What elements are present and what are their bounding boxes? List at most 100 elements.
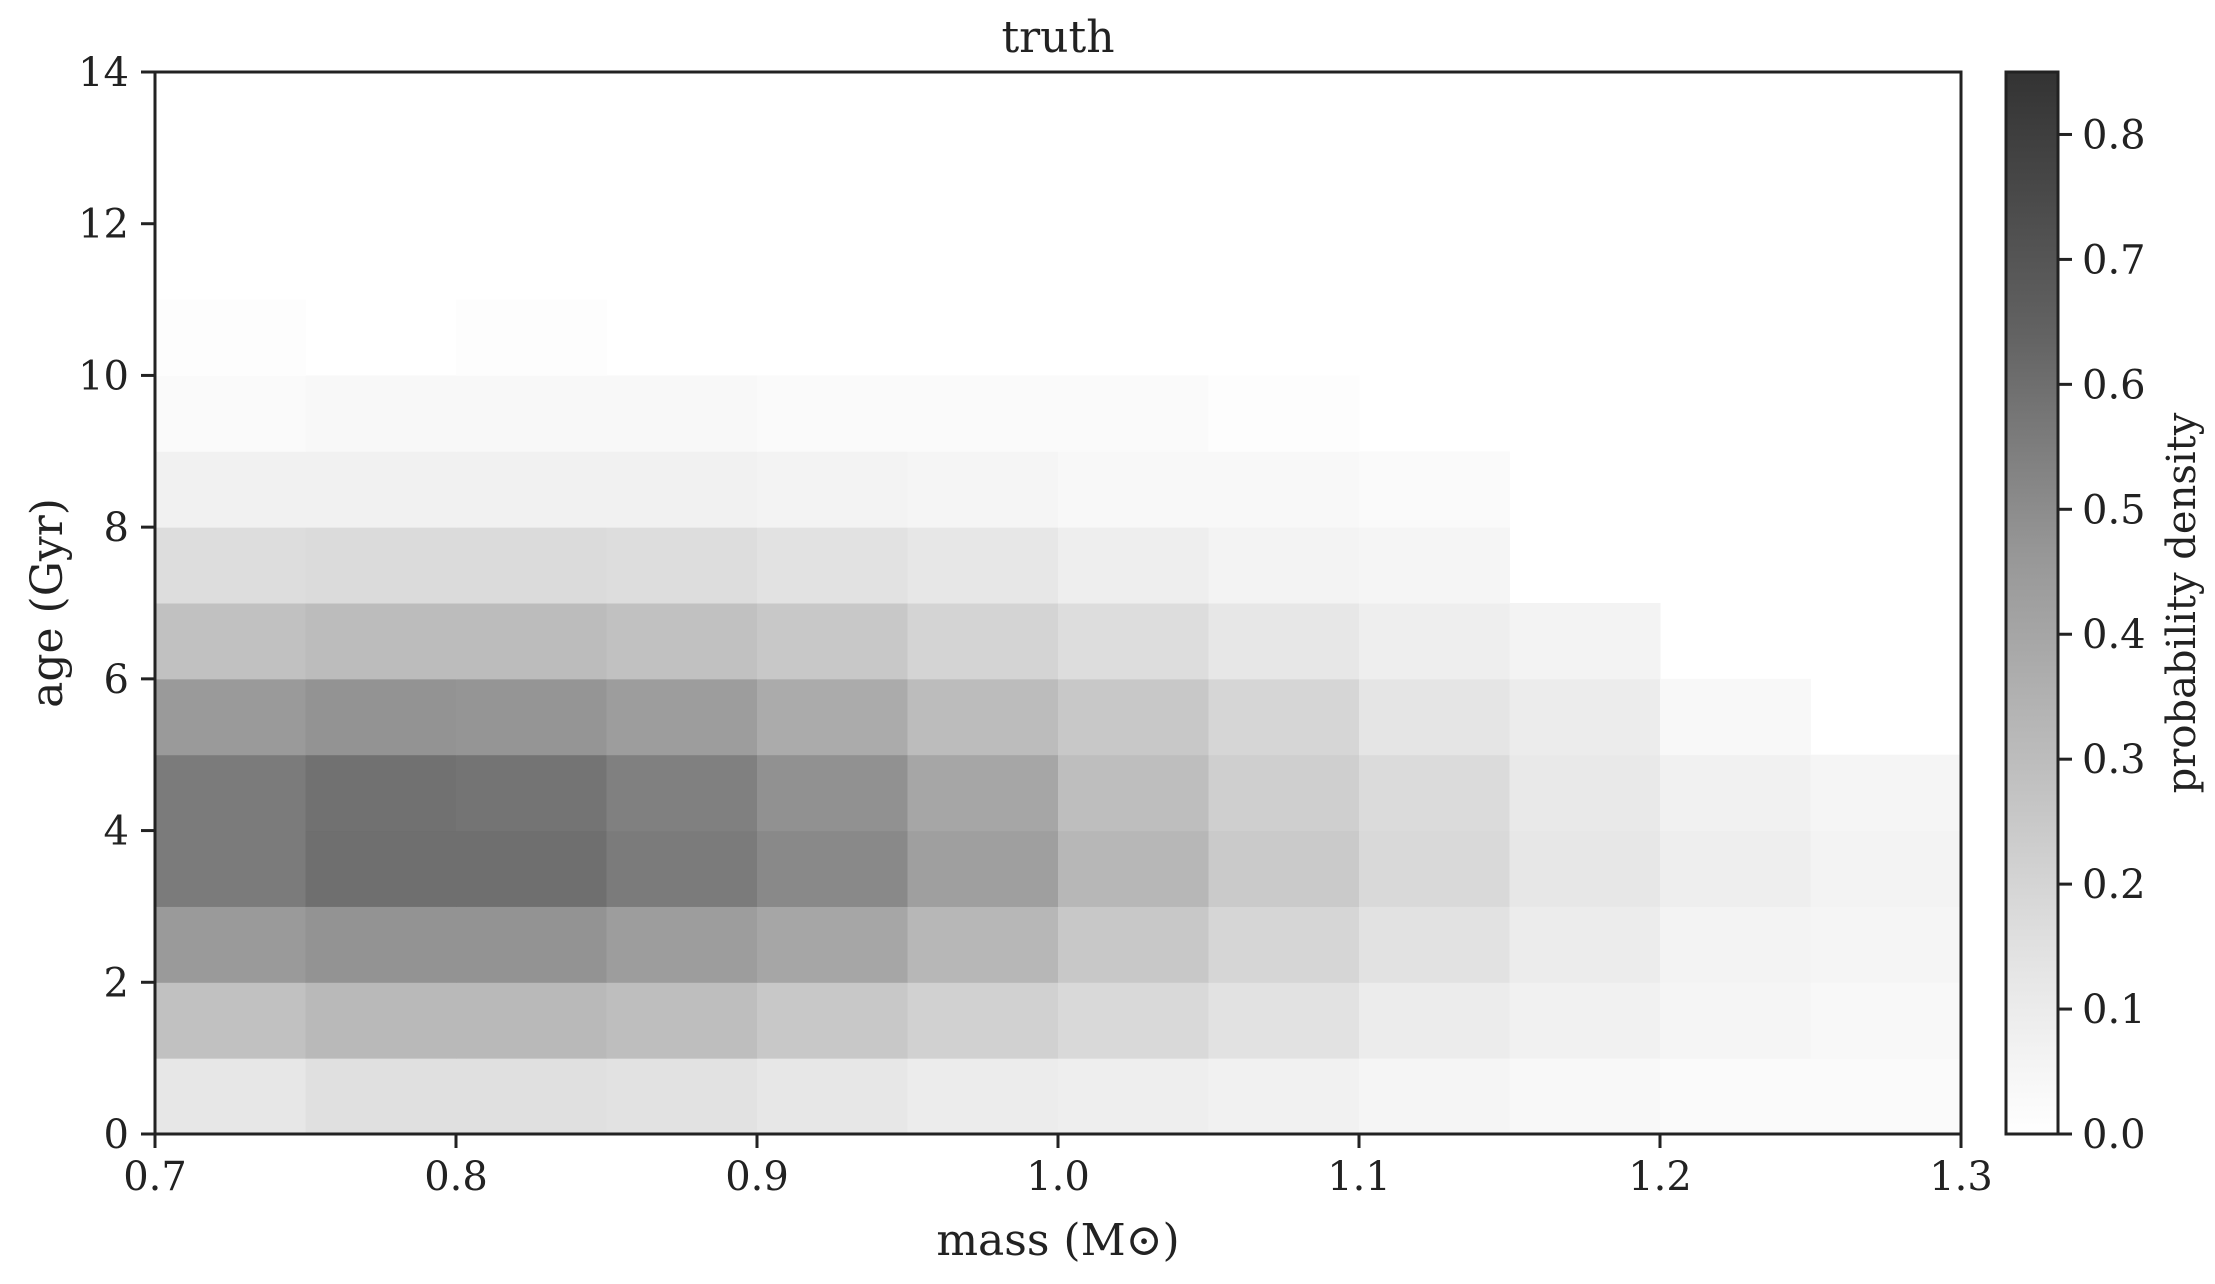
heatmap-cell [1660,754,1811,832]
heatmap-cell [305,830,457,907]
heatmap-cell [1509,906,1661,983]
x-tick-label: 0.7 [123,1154,187,1200]
heatmap-cell [155,375,306,452]
y-tick-label: 12 [78,202,129,248]
heatmap-cell [456,1058,607,1135]
heatmap-cell [757,527,908,604]
heatmap-cell [155,1058,306,1135]
heatmap-cell [305,678,457,756]
heatmap-cell [155,451,306,528]
colorbar-tick-label: 0.5 [2082,487,2146,533]
heatmap-cell [155,906,306,983]
heatmap-cell [155,299,306,376]
heatmap-cell [1058,754,1209,832]
heatmap-cell [907,451,1059,528]
heatmap-cell [456,299,607,376]
heatmap-cell [606,451,758,528]
heatmap-cell [1359,527,1510,604]
heatmap-cell [155,527,306,604]
heatmap-cell [305,527,457,604]
heatmap-cell [606,906,758,983]
heatmap-cell [456,982,607,1059]
heatmap-cell [305,375,457,452]
heatmap-cell [757,603,908,680]
heatmap-cell [757,754,908,832]
heatmap-cell [907,830,1059,907]
heatmap-cell [757,830,908,907]
heatmap-cell [1359,906,1510,983]
heatmap-cell [1058,603,1209,680]
x-axis-ticks: 0.7 0.8 0.9 1.0 1.1 1.2 1.3 [123,1134,1993,1200]
heatmap-cell [155,830,306,907]
heatmap-cell [1058,375,1209,452]
colorbar-tick-label: 0.8 [2082,112,2146,158]
heatmap-cell [1359,678,1510,756]
heatmap-cell [1509,754,1661,832]
chart-title: truth [1001,12,1114,63]
heatmap-cell [1208,906,1360,983]
y-tick-label: 4 [104,809,129,855]
heatmap-cell [907,1058,1059,1135]
heatmap-cell [1509,1058,1661,1135]
y-tick-label: 10 [78,353,129,399]
heatmap-cell [757,1058,908,1135]
heatmap-cells [155,299,1962,1135]
heatmap-cell [606,603,758,680]
y-tick-label: 6 [104,657,129,703]
heatmap-cell [606,1058,758,1135]
colorbar-tick-label: 0.7 [2082,237,2146,283]
heatmap-cell [1509,603,1661,680]
heatmap-cell [1660,982,1811,1059]
heatmap-cell [907,906,1059,983]
y-axis-label: age (Gyr) [22,498,73,708]
heatmap-cell [1208,982,1360,1059]
heatmap-cell [155,754,306,832]
colorbar-frame [2004,70,2060,1136]
heatmap-cell [1208,527,1360,604]
y-tick-label: 14 [78,50,129,96]
heatmap-cell [456,754,607,832]
heatmap-cell [757,906,908,983]
heatmap-cell [1810,982,1962,1059]
heatmap-cell [907,527,1059,604]
heatmap-cell [907,754,1059,832]
heatmap-cell [907,603,1059,680]
colorbar-tick-label: 0.3 [2082,737,2146,783]
colorbar-label: probability density [2159,412,2205,793]
heatmap-cell [1660,1058,1811,1135]
heatmap-cell [305,906,457,983]
colorbar-tick-label: 0.6 [2082,362,2146,408]
heatmap-cell [1359,603,1510,680]
x-tick-label: 0.9 [725,1154,789,1200]
x-tick-label: 0.8 [424,1154,488,1200]
heatmap-cell [456,375,607,452]
x-axis-label: mass (M⊙) [936,1215,1179,1266]
heatmap-cell [757,678,908,756]
heatmap-cell [1208,451,1360,528]
heatmap-cell [1359,754,1510,832]
heatmap-cell [1359,830,1510,907]
heatmap-cell [907,678,1059,756]
heatmap-cell [1660,678,1811,756]
heatmap-cell [305,982,457,1059]
y-tick-label: 0 [104,1112,129,1158]
heatmap-cell [1208,375,1360,452]
heatmap-cell [606,678,758,756]
heatmap-cell [456,603,607,680]
heatmap-cell [907,375,1059,452]
y-tick-label: 2 [104,960,129,1006]
heatmap-cell [606,527,758,604]
heatmap-cell [305,451,457,528]
heatmap-cell [1509,678,1661,756]
colorbar-tick-label: 0.2 [2082,862,2146,908]
heatmap-cell [1509,982,1661,1059]
heatmap-cell [606,375,758,452]
heatmap-cell [1058,678,1209,756]
heatmap-cell [1208,603,1360,680]
heatmap-cell [757,982,908,1059]
colorbar-gradient [2006,72,2058,1134]
heatmap-cell [606,982,758,1059]
colorbar-tick-label: 0.1 [2082,987,2146,1033]
heatmap-cell [155,982,306,1059]
